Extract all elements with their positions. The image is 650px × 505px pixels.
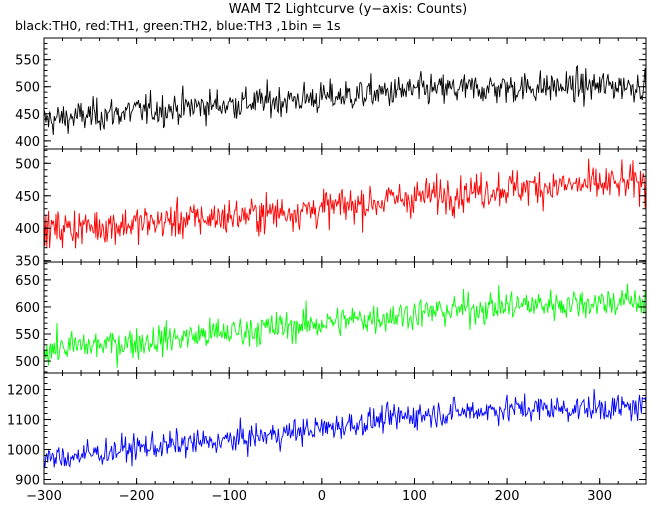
x-tick-label: −200: [119, 489, 155, 504]
panels: 400 450 500 550 350 400 450 500 500 550 600 650 900 1…: [7, 37, 647, 489]
series-line-th3: [44, 388, 646, 468]
y-tick-label: 500: [15, 157, 40, 172]
series-line-th0: [44, 64, 646, 135]
x-tick-label: 100: [402, 489, 427, 504]
panel-th0: 400 450 500 550: [15, 37, 647, 150]
chart-title: WAM T2 Lightcurve (y−axis: Counts): [229, 2, 467, 17]
y-tick-label: 550: [15, 54, 40, 69]
y-tick-label: 1200: [7, 384, 40, 399]
panel-frame: [43, 372, 647, 485]
x-tick-labels: −300 −200 −100 0 100 200 300: [26, 489, 612, 504]
series-line-th2: [44, 283, 646, 368]
y-tick-label: 1100: [7, 414, 40, 429]
y-tick-label: 400: [15, 222, 40, 237]
x-tick-label: −300: [26, 489, 62, 504]
x-tick-label: 200: [495, 489, 520, 504]
y-tick-label: 350: [15, 255, 40, 270]
series-line-th1: [44, 158, 646, 249]
x-tick-label: −100: [211, 489, 247, 504]
x-tick-label: 0: [318, 489, 326, 504]
y-tick-label: 900: [15, 474, 40, 489]
chart-subtitle: black:TH0, red:TH1, green:TH2, blue:TH3 …: [15, 18, 341, 33]
y-tick-label: 400: [15, 135, 40, 150]
y-tick-label: 450: [15, 190, 40, 205]
x-tick-label: 300: [587, 489, 612, 504]
y-tick-label: 550: [15, 328, 40, 343]
y-tick-label: 500: [15, 81, 40, 96]
y-tick-label: 450: [15, 108, 40, 123]
panel-th3: 900 1000 1100 1200: [7, 372, 647, 489]
y-tick-label: 600: [15, 301, 40, 316]
panel-th1: 350 400 450 500: [15, 148, 647, 270]
y-tick-label: 500: [15, 355, 40, 370]
panel-th2: 500 550 600 650: [15, 261, 647, 374]
y-tick-label: 650: [15, 274, 40, 289]
y-tick-label: 1000: [7, 444, 40, 459]
